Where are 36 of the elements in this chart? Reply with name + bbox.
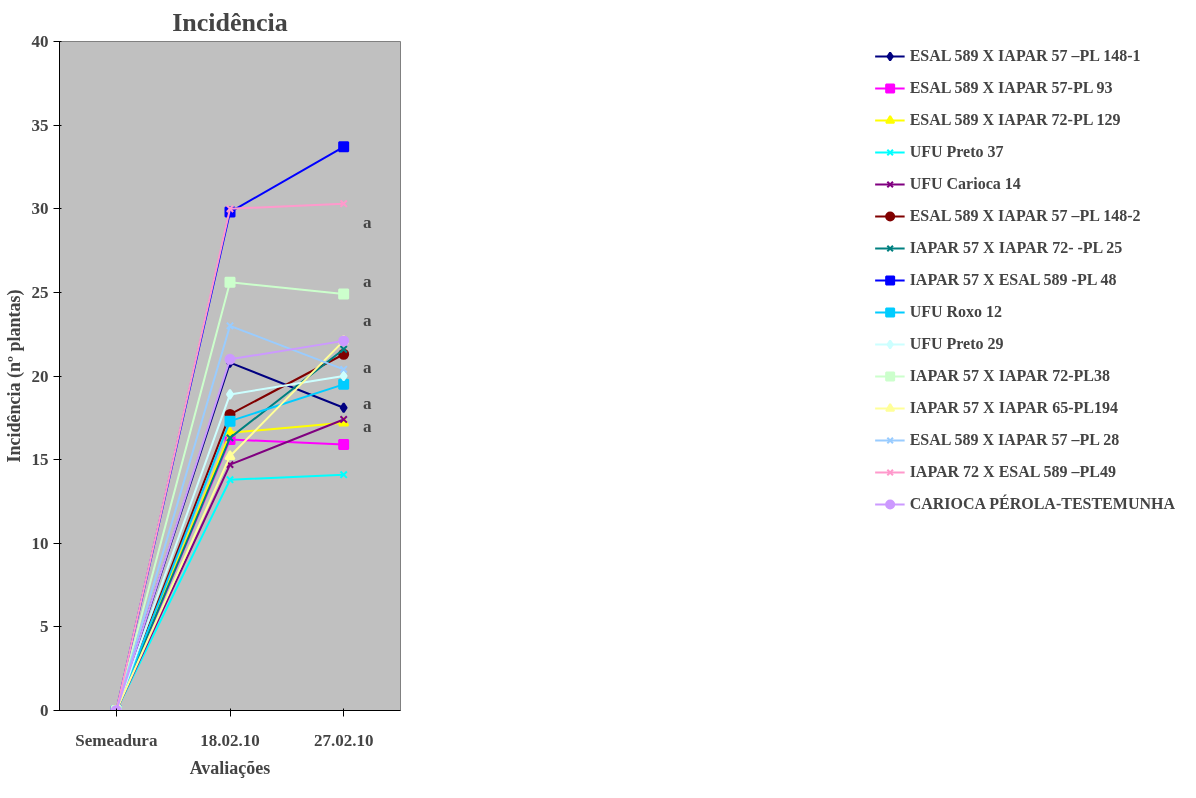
y-tick-label: 10 [31,533,49,553]
annotation: a [362,358,372,377]
y-tick-label: 20 [31,366,49,386]
x-tick-label: Semeadura [75,730,158,750]
legend-label: IAPAR 57 X IAPAR 72- -PL 25 [909,239,1123,257]
x-tick-label: 18.02.10 [200,730,260,750]
x-axis-title: Avaliações [189,757,271,778]
y-tick-label: 15 [31,450,49,470]
legend-label: IAPAR 57 X ESAL 589 -PL 48 [909,271,1117,289]
y-tick-label: 25 [31,282,49,302]
annotation: a [362,311,372,330]
annotation: a [362,272,372,291]
legend-label: IAPAR 57 X IAPAR 65-PL194 [909,399,1118,417]
x-tick-label: 27.02.10 [313,730,374,750]
legend-label: ESAL 589 X IAPAR 57-PL 93 [909,79,1113,97]
legend-label: ESAL 589 X IAPAR 57 –PL 28 [909,431,1120,449]
y-tick-label: 0 [40,701,49,720]
y-axis-title: Incidência (nº plantas) [3,289,25,463]
y-tick-label: 30 [31,199,49,219]
legend-label: UFU Carioca 14 [909,175,1021,193]
legend-label: UFU Roxo 12 [909,303,1003,321]
legend-label: IAPAR 57 X IAPAR 72-PL38 [909,367,1110,385]
legend-label: CARIOCA PÉROLA-TESTEMUNHA [909,495,1175,513]
y-tick-label: 5 [40,617,49,637]
legend-label: ESAL 589 X IAPAR 57 –PL 148-2 [909,207,1141,225]
y-tick-label: 35 [31,115,49,135]
legend-label: ESAL 589 X IAPAR 72-PL 129 [909,111,1121,129]
legend-label: ESAL 589 X IAPAR 57 –PL 148-1 [909,47,1141,65]
annotation: a [362,417,372,436]
chart-title: Incidência [172,7,288,37]
legend-label: IAPAR 72 X ESAL 589 –PL49 [909,463,1117,481]
legend-label: UFU Preto 37 [909,143,1004,161]
y-tick-label: 40 [31,32,49,51]
legend-label: UFU Preto 29 [909,335,1004,353]
annotation: a [362,213,372,232]
annotation: a [362,394,372,413]
